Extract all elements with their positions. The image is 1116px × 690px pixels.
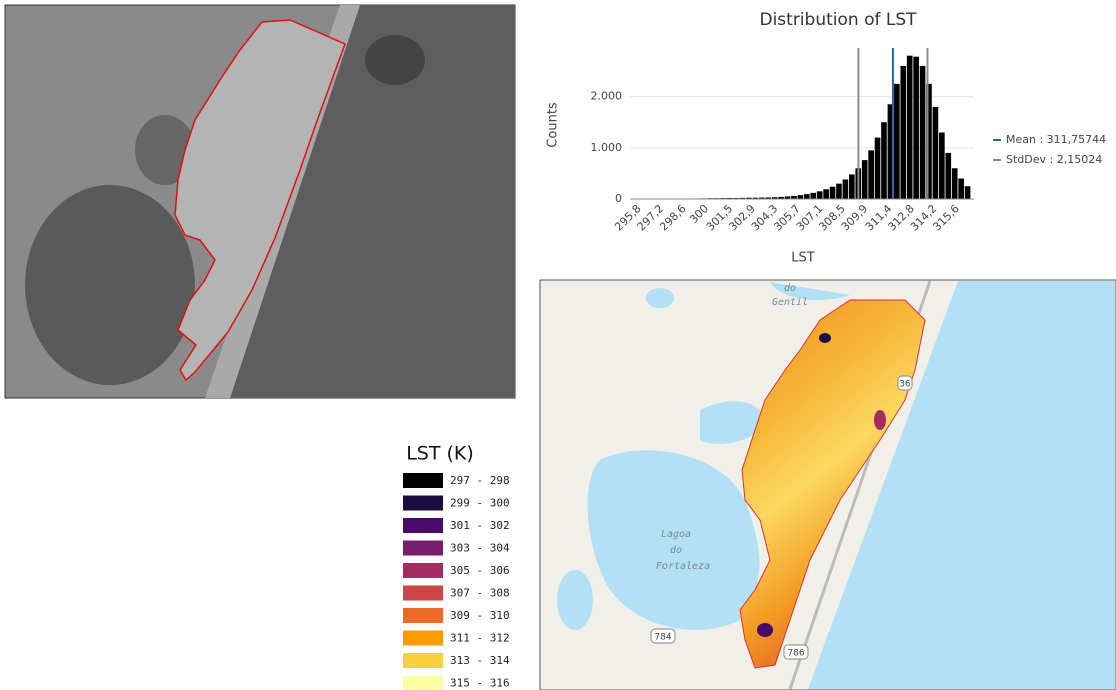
bar xyxy=(868,150,874,199)
bar xyxy=(843,180,849,199)
bar xyxy=(862,160,868,199)
legend-label: 309 - 310 xyxy=(450,609,510,622)
page: do Gentil Lagoa do Fortaleza 784 786 36 … xyxy=(0,0,1116,690)
map-label: Gentil xyxy=(772,297,808,308)
legend-label: StdDev : 2,15024 xyxy=(1006,153,1102,166)
bar xyxy=(945,153,951,199)
y-tick-label: 1.000 xyxy=(591,141,623,154)
x-tick-label: 298,6 xyxy=(657,202,688,233)
bar xyxy=(836,184,842,199)
chart-title: Distribution of LST xyxy=(759,10,917,30)
legend-swatch xyxy=(403,631,443,646)
x-tick-label: 309,9 xyxy=(839,202,870,233)
x-axis-label: LST xyxy=(791,251,814,266)
bar xyxy=(823,189,829,199)
satellite-image xyxy=(5,5,515,398)
legend-label: Mean : 311,75744 xyxy=(1006,133,1106,146)
road-number: 786 xyxy=(787,649,804,659)
y-tick-label: 2.000 xyxy=(591,90,623,103)
bar xyxy=(894,84,900,199)
legend-swatch xyxy=(403,608,443,623)
legend-title: LST (K) xyxy=(406,443,474,465)
map: do Gentil Lagoa do Fortaleza 784 786 36 xyxy=(540,280,1116,690)
y-axis-label: Counts xyxy=(546,102,561,148)
y-tick-label: 0 xyxy=(615,192,622,205)
legend-label: 307 - 308 xyxy=(450,587,510,600)
road-number: 36 xyxy=(899,380,911,390)
bar xyxy=(958,179,964,199)
bar xyxy=(939,132,945,199)
bar xyxy=(804,194,810,199)
hot-spot xyxy=(757,623,773,637)
bar xyxy=(830,187,836,199)
hot-spot xyxy=(874,410,886,430)
dark-patch xyxy=(365,35,425,85)
road-number: 784 xyxy=(654,633,671,643)
bar xyxy=(875,138,881,199)
map-label: Fortaleza xyxy=(656,561,710,572)
bar xyxy=(933,107,939,199)
legend-label: 299 - 300 xyxy=(450,497,510,510)
bar xyxy=(810,193,816,199)
bar xyxy=(907,56,913,199)
legend-swatch xyxy=(403,563,443,578)
bar xyxy=(900,66,906,199)
bar xyxy=(817,191,823,199)
map-label: Lagoa xyxy=(661,529,691,540)
bar xyxy=(952,168,958,199)
legend-label: 297 - 298 xyxy=(450,474,510,487)
legend-swatch xyxy=(403,676,443,690)
x-tick-label: 315,6 xyxy=(930,202,961,233)
legend-label: 315 - 316 xyxy=(450,677,510,690)
legend-swatch xyxy=(403,518,443,533)
legend-swatch xyxy=(403,496,443,511)
lagoon xyxy=(646,288,674,308)
legend-label: 305 - 306 xyxy=(450,564,510,577)
legend-swatch xyxy=(403,653,443,668)
bar xyxy=(920,66,926,199)
bar xyxy=(965,186,971,199)
hot-spot xyxy=(819,333,831,343)
bar xyxy=(798,195,804,199)
legend-swatch xyxy=(403,586,443,601)
legend-swatch xyxy=(403,473,443,488)
legend-label: 301 - 302 xyxy=(450,519,510,532)
lagoon xyxy=(557,570,593,630)
bar xyxy=(849,174,855,199)
bar xyxy=(881,122,887,199)
legend-label: 303 - 304 xyxy=(450,542,510,555)
legend-label: 311 - 312 xyxy=(450,632,510,645)
map-label: do xyxy=(670,545,682,556)
bar xyxy=(913,57,919,199)
legend-label: 313 - 314 xyxy=(450,654,510,667)
legend-swatch xyxy=(403,541,443,556)
lagoon xyxy=(25,185,195,385)
map-label: do xyxy=(784,283,796,294)
